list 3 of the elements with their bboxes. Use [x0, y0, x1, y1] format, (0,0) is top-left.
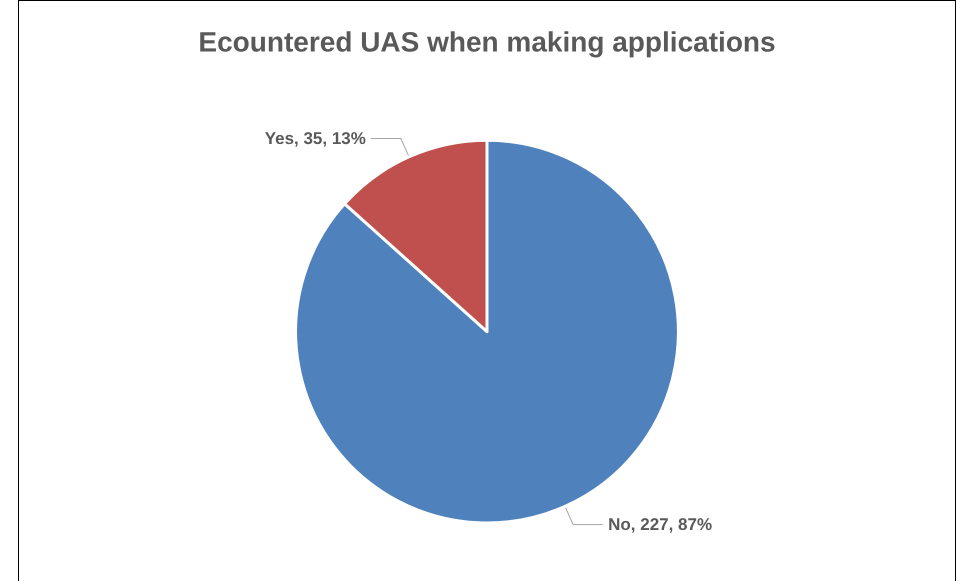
slice-label: Yes, 35, 13%	[264, 129, 366, 148]
slice-label: No, 227, 87%	[608, 515, 712, 534]
chart-title: Ecountered UAS when making applications	[198, 26, 776, 58]
